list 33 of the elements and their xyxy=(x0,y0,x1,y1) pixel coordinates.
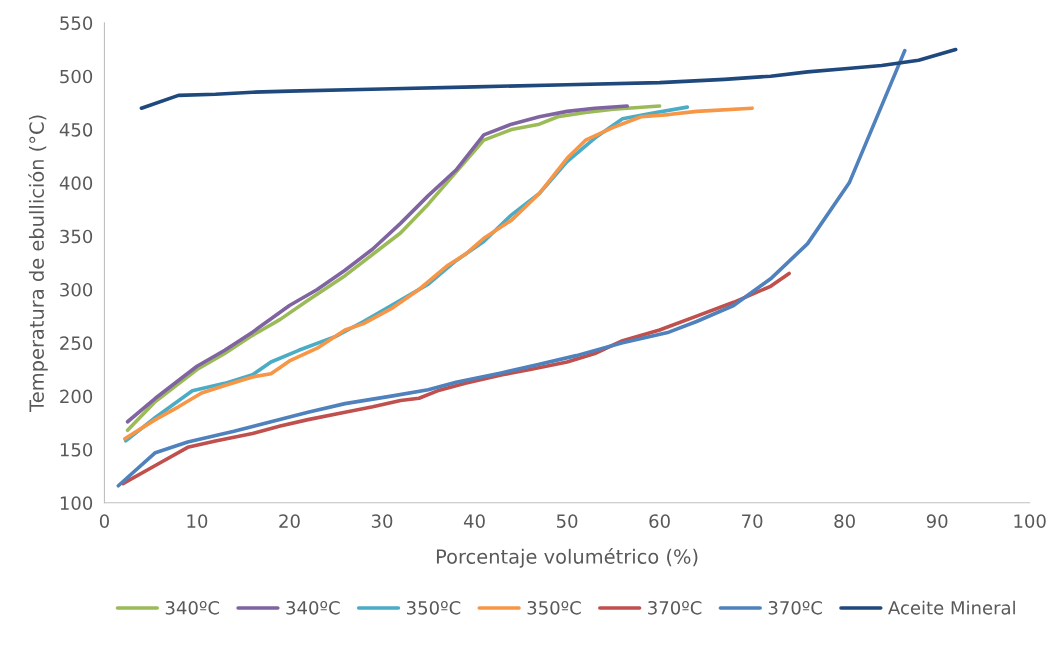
x-tick-label: 10 xyxy=(187,514,208,528)
y-tick-label: 250 xyxy=(60,336,93,350)
y-tick-label: 300 xyxy=(60,282,93,297)
y-tick-label: 400 xyxy=(59,176,93,190)
x-tick-label: 70 xyxy=(742,514,763,528)
x-tick-label: 50 xyxy=(556,514,578,528)
legend-label: Aceite Mineral xyxy=(888,600,1015,615)
x-tick-label: 90 xyxy=(926,514,948,528)
legend-label: 350ºC xyxy=(527,600,581,615)
x-tick-label: 60 xyxy=(649,514,670,528)
x-tick-label: 20 xyxy=(279,514,300,528)
x-axis-title: Porcentaje volumétrico (%) xyxy=(436,548,698,568)
y-tick-label: 350 xyxy=(60,229,93,244)
y-tick-label: 100 xyxy=(60,496,93,510)
x-tick-label: 80 xyxy=(834,514,855,528)
line-series xyxy=(116,48,907,488)
line-series xyxy=(121,271,791,486)
y-tick-label: 150 xyxy=(60,442,93,457)
y-tick-label: 500 xyxy=(60,69,93,84)
legend-label: 370ºC xyxy=(768,600,822,615)
x-tick-label: 30 xyxy=(371,514,393,528)
line-series xyxy=(139,47,958,110)
x-tick-label: 40 xyxy=(463,514,485,528)
legend-label: 350ºC xyxy=(407,600,461,615)
y-tick-label: 200 xyxy=(60,389,93,404)
y-tick-label: 550 xyxy=(60,16,93,30)
x-tick-label: 0 xyxy=(99,514,109,528)
x-tick-label: 100 xyxy=(1014,514,1046,528)
legend-label: 340ºC xyxy=(286,600,340,615)
y-tick-label: 450 xyxy=(59,122,93,137)
legend-label: 340ºC xyxy=(165,600,220,615)
legend-label: 370ºC xyxy=(648,600,702,615)
y-axis-title: Temperatura de ebullición (°C) xyxy=(28,115,48,412)
